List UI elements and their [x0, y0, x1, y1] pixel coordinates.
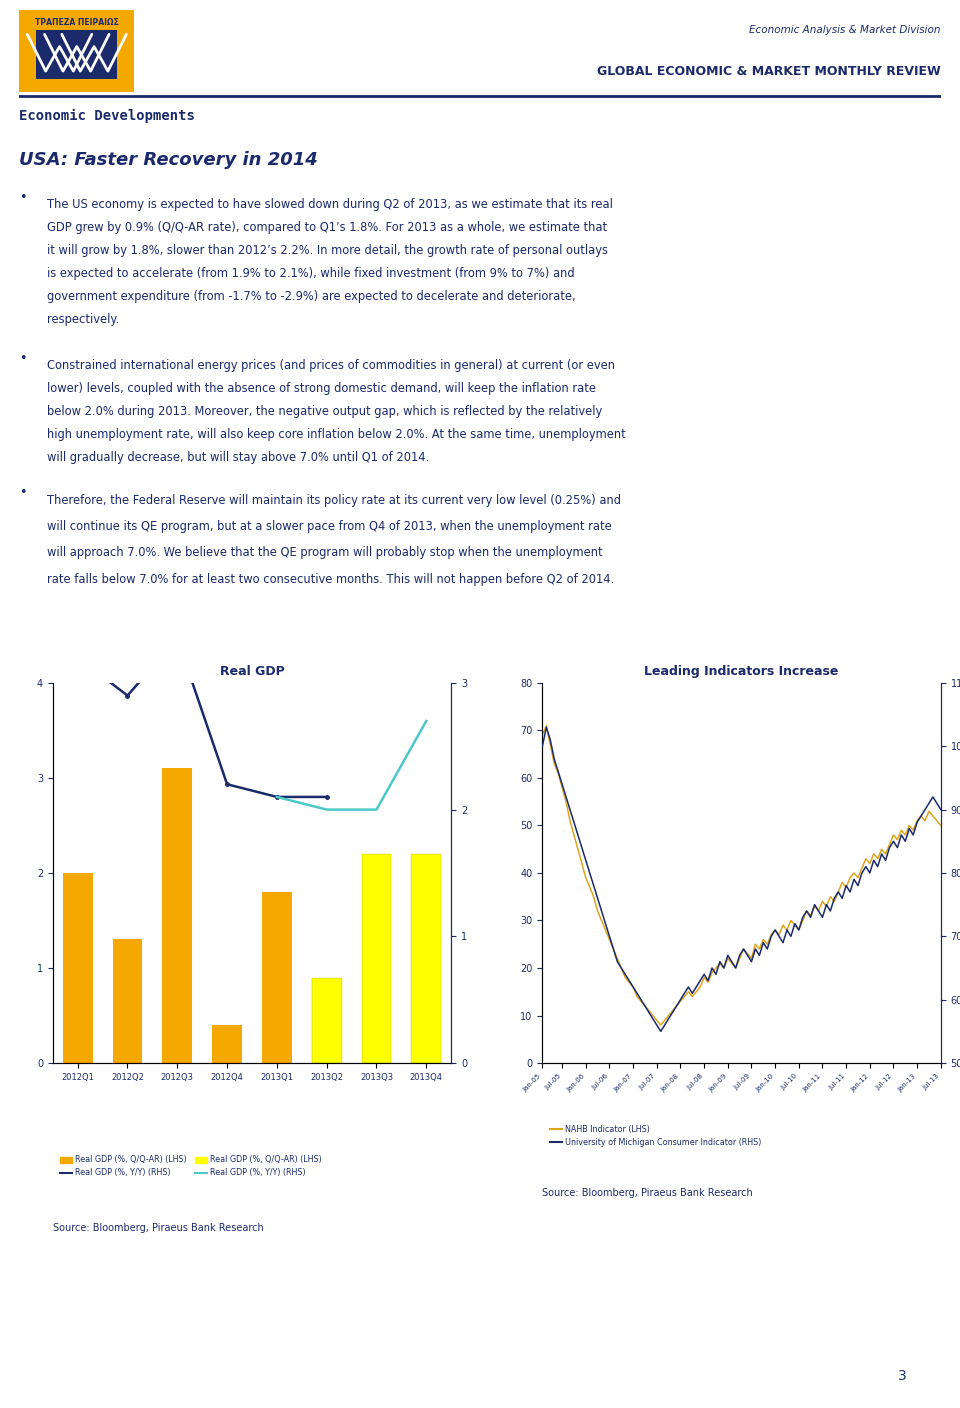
Bar	[262, 893, 292, 1063]
Text: high unemployment rate, will also keep core inflation below 2.0%. At the same ti: high unemployment rate, will also keep c…	[47, 428, 626, 441]
Text: lower) levels, coupled with the absence of strong domestic demand, will keep the: lower) levels, coupled with the absence …	[47, 382, 596, 396]
Legend: Real GDP (%, Q/Q-AR) (LHS), Real GDP (%, Y/Y) (RHS), Real GDP (%, Q/Q-AR) (LHS),: Real GDP (%, Q/Q-AR) (LHS), Real GDP (%,…	[57, 1152, 325, 1181]
Text: 3: 3	[898, 1370, 907, 1383]
Legend: NAHB Indicator (LHS), University of Michigan Consumer Indicator (RHS): NAHB Indicator (LHS), University of Mich…	[546, 1122, 764, 1150]
Bar	[112, 939, 142, 1063]
Bar	[162, 769, 192, 1063]
Text: government expenditure (from -1.7% to -2.9%) are expected to decelerate and dete: government expenditure (from -1.7% to -2…	[47, 290, 575, 303]
Text: USA: Faster Recovery in 2014: USA: Faster Recovery in 2014	[19, 151, 318, 169]
Bar	[36, 30, 117, 79]
Text: The US economy is expected to have slowed down during Q2 of 2013, as we estimate: The US economy is expected to have slowe…	[47, 199, 612, 211]
Text: ΤΡΑΠΕΖΑ ΠΕΙΡΑΙΩΣ: ΤΡΑΠΕΖΑ ΠΕΙΡΑΙΩΣ	[35, 18, 119, 27]
Bar	[312, 977, 342, 1063]
Title: Leading Indicators Increase: Leading Indicators Increase	[644, 665, 839, 677]
Text: respectively.: respectively.	[47, 314, 119, 327]
Bar	[362, 853, 392, 1063]
Title: Real GDP: Real GDP	[220, 665, 284, 677]
Text: Therefore, the Federal Reserve will maintain its policy rate at its current very: Therefore, the Federal Reserve will main…	[47, 494, 621, 507]
Text: below 2.0% during 2013. Moreover, the negative output gap, which is reflected by: below 2.0% during 2013. Moreover, the ne…	[47, 406, 602, 418]
Text: •: •	[19, 352, 27, 365]
Text: Source: Bloomberg, Piraeus Bank Research: Source: Bloomberg, Piraeus Bank Research	[53, 1222, 264, 1233]
Text: Source: Bloomberg, Piraeus Bank Research: Source: Bloomberg, Piraeus Bank Research	[542, 1188, 754, 1198]
Text: •: •	[19, 486, 27, 498]
Text: GLOBAL ECONOMIC & MARKET MONTHLY REVIEW: GLOBAL ECONOMIC & MARKET MONTHLY REVIEW	[597, 65, 941, 77]
Text: will gradually decrease, but will stay above 7.0% until Q1 of 2014.: will gradually decrease, but will stay a…	[47, 452, 429, 465]
Text: rate falls below 7.0% for at least two consecutive months. This will not happen : rate falls below 7.0% for at least two c…	[47, 573, 614, 586]
Text: will approach 7.0%. We believe that the QE program will probably stop when the u: will approach 7.0%. We believe that the …	[47, 546, 603, 559]
Text: Economic Analysis & Market Division: Economic Analysis & Market Division	[750, 25, 941, 35]
Text: Constrained international energy prices (and prices of commodities in general) a: Constrained international energy prices …	[47, 359, 614, 372]
Bar	[411, 853, 442, 1063]
Text: will continue its QE program, but at a slower pace from Q4 of 2013, when the une: will continue its QE program, but at a s…	[47, 520, 612, 534]
Bar	[62, 873, 92, 1063]
Text: is expected to accelerate (from 1.9% to 2.1%), while fixed investment (from 9% t: is expected to accelerate (from 1.9% to …	[47, 268, 574, 280]
Bar	[212, 1025, 242, 1063]
Text: Economic Developments: Economic Developments	[19, 108, 195, 124]
Text: •: •	[19, 191, 27, 204]
Text: it will grow by 1.8%, slower than 2012’s 2.2%. In more detail, the growth rate o: it will grow by 1.8%, slower than 2012’s…	[47, 245, 608, 258]
Text: GDP grew by 0.9% (Q/Q-AR rate), compared to Q1’s 1.8%. For 2013 as a whole, we e: GDP grew by 0.9% (Q/Q-AR rate), compared…	[47, 221, 607, 234]
